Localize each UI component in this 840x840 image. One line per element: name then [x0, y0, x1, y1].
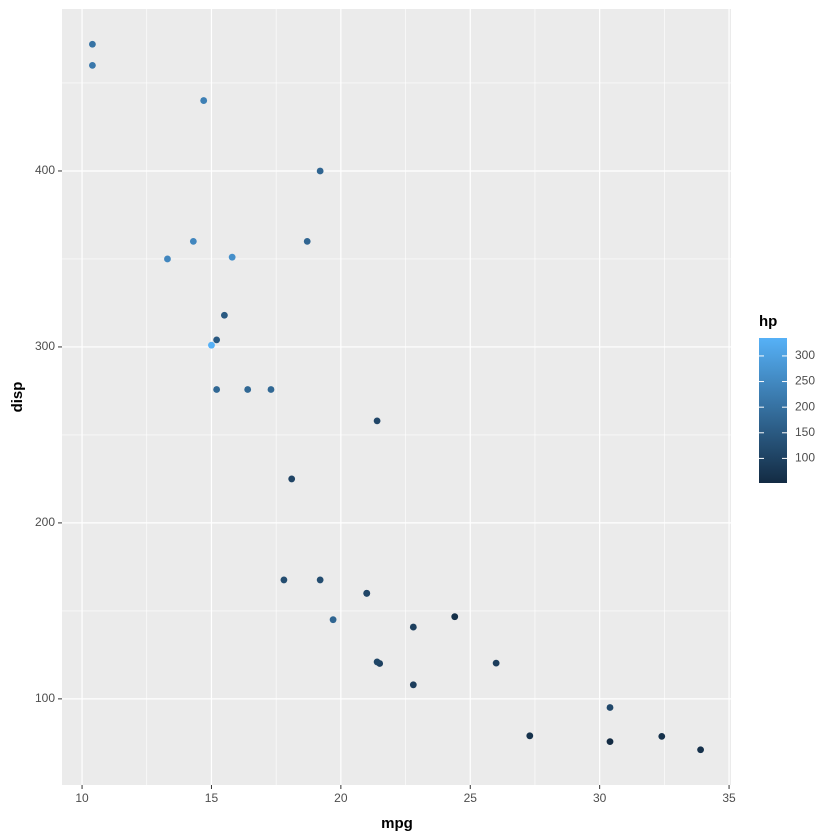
point	[213, 336, 221, 344]
point	[373, 417, 381, 425]
point	[164, 255, 171, 263]
y-axis-title: disp	[9, 382, 26, 413]
colorbar	[759, 338, 787, 483]
x-tick-label: 25	[464, 791, 478, 805]
colorbar-label: 300	[795, 348, 815, 362]
point	[244, 386, 252, 393]
x-tick-label: 20	[334, 791, 348, 805]
x-tick-label: 30	[593, 791, 607, 805]
point	[373, 658, 381, 666]
point	[89, 40, 96, 48]
colorbar-label: 150	[795, 425, 815, 439]
point	[697, 746, 704, 754]
point	[316, 167, 324, 175]
y-tick-label: 300	[35, 339, 55, 353]
point	[606, 738, 614, 746]
point	[228, 253, 236, 261]
point	[303, 237, 311, 245]
point	[606, 704, 614, 711]
y-tick-label: 200	[35, 515, 55, 529]
x-tick-label: 35	[722, 791, 736, 805]
point	[208, 341, 215, 349]
y-tick-label: 400	[35, 163, 55, 177]
point	[329, 616, 337, 624]
legend-title: hp	[759, 313, 777, 330]
x-tick-label: 10	[75, 791, 89, 805]
colorbar-label: 250	[795, 374, 815, 388]
point	[189, 237, 197, 245]
y-tick-label: 100	[35, 691, 55, 705]
x-tick-label: 15	[205, 791, 219, 805]
point	[363, 589, 371, 597]
point	[409, 623, 417, 631]
point	[200, 97, 208, 104]
point	[89, 61, 96, 69]
point	[280, 576, 288, 584]
x-axis-title: mpg	[381, 815, 413, 832]
colorbar-label: 200	[795, 399, 815, 413]
point	[658, 732, 666, 740]
point	[213, 386, 221, 393]
point	[288, 475, 296, 483]
point	[267, 386, 275, 393]
plot-panel	[62, 9, 731, 785]
point	[409, 681, 417, 689]
point	[451, 613, 459, 621]
colorbar-label: 100	[795, 451, 815, 465]
point	[220, 311, 228, 319]
point	[526, 732, 534, 740]
point	[316, 576, 324, 584]
point	[492, 659, 500, 667]
